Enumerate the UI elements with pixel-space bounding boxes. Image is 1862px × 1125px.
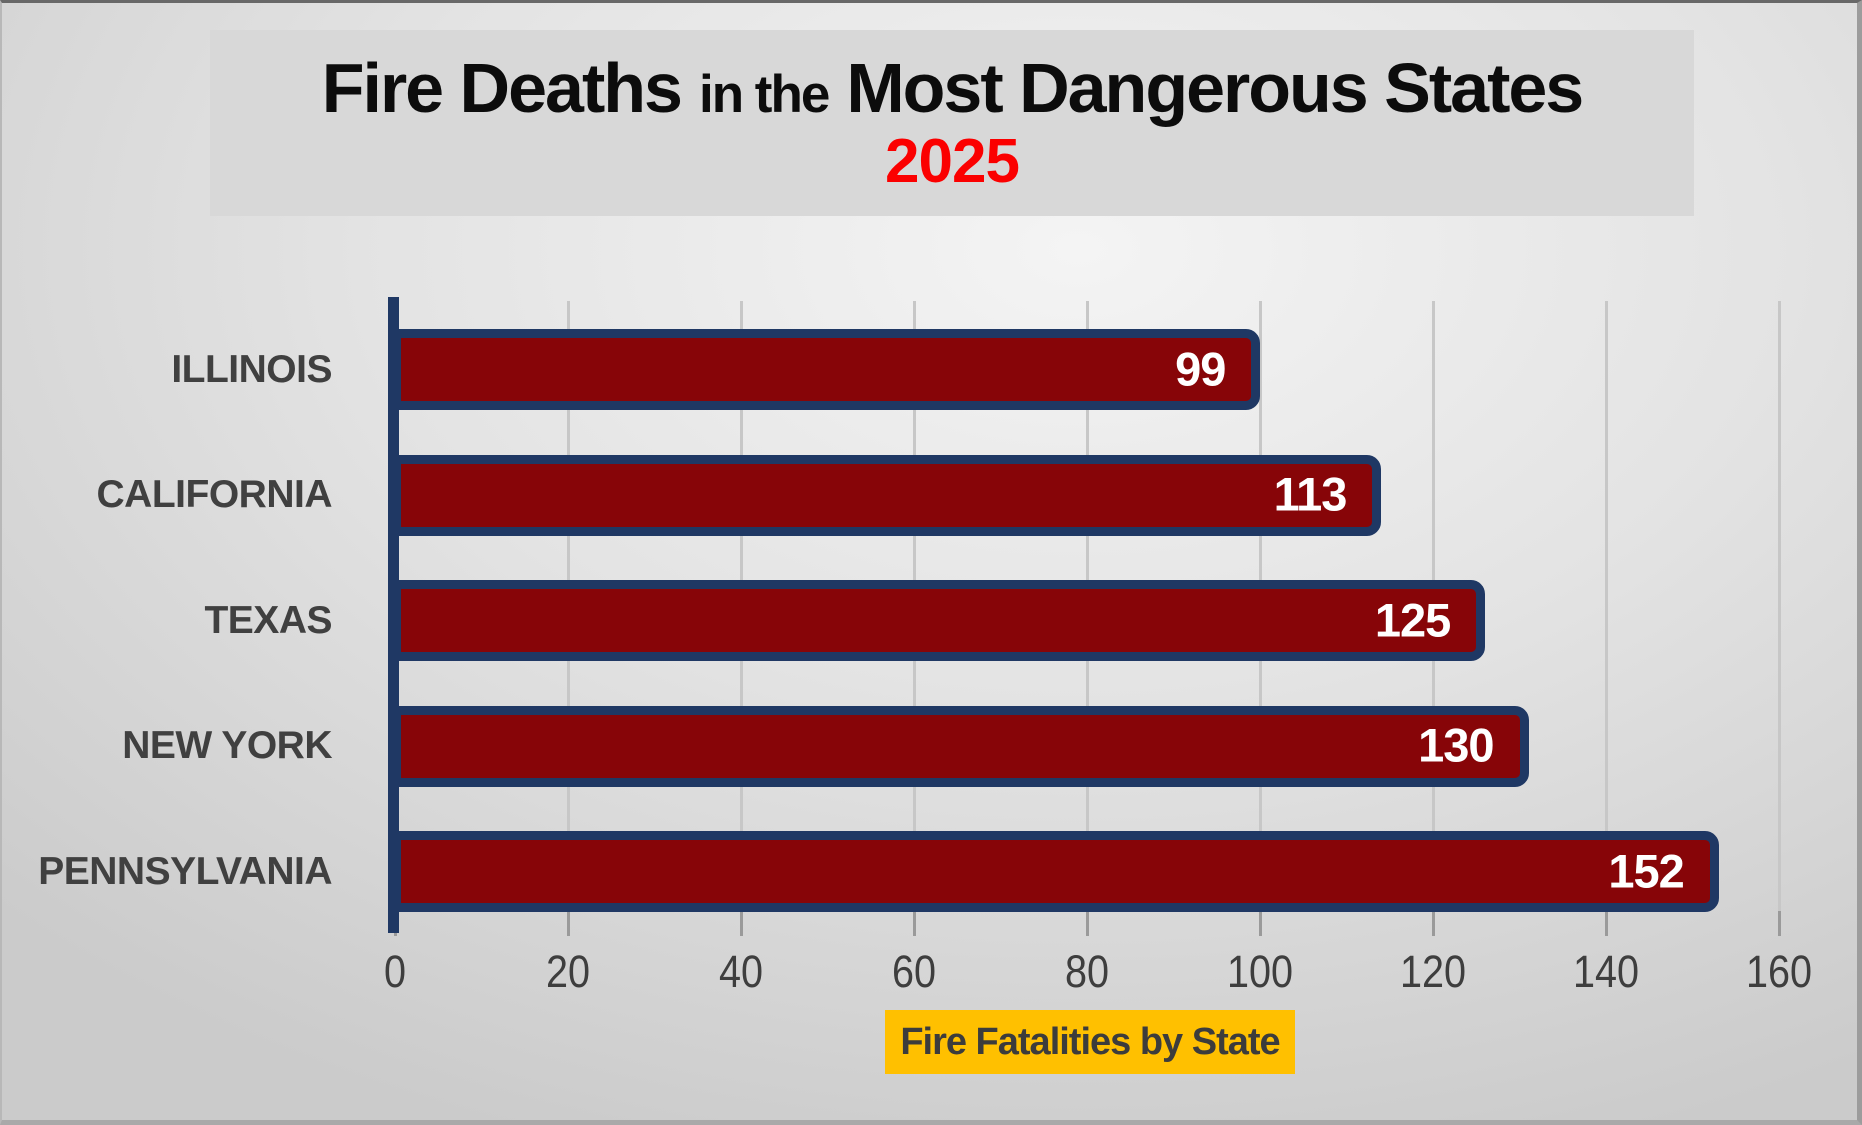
tick-label: 160 bbox=[1745, 946, 1813, 997]
category-label: ILLINOIS bbox=[171, 347, 332, 391]
chart-title-part3: Most Dangerous States bbox=[846, 49, 1584, 127]
tick-label: 80 bbox=[1064, 946, 1110, 997]
axis-caption-badge: Fire Fatalities by State bbox=[885, 1010, 1295, 1074]
category-label: NEW YORK bbox=[122, 724, 332, 767]
title-block: Fire Deaths in the Most Dangerous States… bbox=[210, 30, 1694, 216]
bar: 125 bbox=[392, 580, 1486, 661]
bar: 113 bbox=[392, 454, 1382, 536]
chart-title: Fire Deaths in the Most Dangerous States bbox=[321, 49, 1585, 127]
tick-mark bbox=[1777, 911, 1781, 936]
value-label: 130 bbox=[1418, 718, 1494, 772]
plot-area: 0 20 40 60 80 100 120 140 160 ILLINOIS 99 CALIFORNI… bbox=[2, 3, 1857, 1120]
tick-mark bbox=[912, 911, 916, 936]
tick-label: 100 bbox=[1226, 946, 1294, 997]
bar: 130 bbox=[392, 705, 1529, 787]
category-label: CALIFORNIA bbox=[96, 473, 333, 516]
bar: 99 bbox=[392, 329, 1261, 410]
chart-title-part1: Fire Deaths bbox=[321, 49, 683, 127]
value-label: 125 bbox=[1374, 593, 1451, 647]
tick-mark bbox=[566, 911, 570, 936]
chart-year: 2025 bbox=[885, 127, 1020, 196]
gridline bbox=[1604, 301, 1608, 911]
value-label: 99 bbox=[1175, 342, 1226, 396]
tick-mark bbox=[1604, 911, 1608, 936]
chart-title-part2: in the bbox=[698, 65, 830, 124]
category-label: TEXAS bbox=[204, 598, 332, 642]
tick-label: 20 bbox=[545, 946, 591, 997]
tick-mark bbox=[1085, 911, 1089, 936]
tick-mark bbox=[739, 911, 743, 936]
gridline bbox=[1777, 301, 1781, 911]
bar: 152 bbox=[392, 831, 1719, 912]
tick-label: 60 bbox=[891, 946, 937, 997]
tick-mark bbox=[1431, 911, 1435, 936]
value-label: 152 bbox=[1608, 844, 1684, 898]
tick-label: 40 bbox=[718, 946, 764, 997]
tick-label: 140 bbox=[1572, 946, 1640, 997]
value-label: 113 bbox=[1273, 467, 1348, 521]
category-label: PENNSYLVANIA bbox=[38, 849, 332, 893]
tick-label: 0 bbox=[383, 946, 407, 997]
tick-mark bbox=[1258, 911, 1262, 936]
tick-label: 120 bbox=[1399, 946, 1467, 997]
